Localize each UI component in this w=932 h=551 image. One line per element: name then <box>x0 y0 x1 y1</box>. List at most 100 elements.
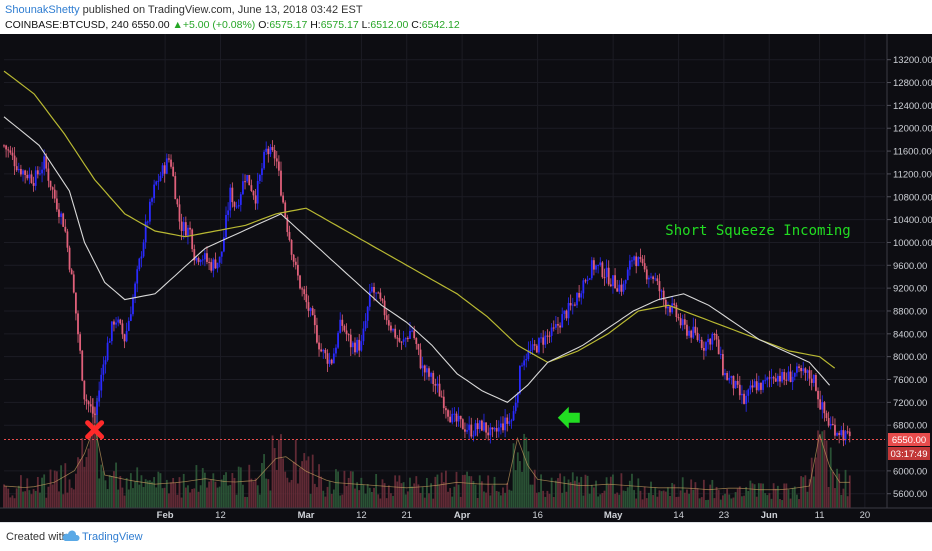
volume-bar <box>81 438 84 508</box>
candle-body <box>148 201 151 222</box>
volume-bar <box>472 481 475 508</box>
candle-body <box>106 342 109 361</box>
candle-body <box>544 335 547 345</box>
candle-body <box>755 381 758 391</box>
candle-body <box>151 198 153 202</box>
candle-body <box>163 165 166 174</box>
volume-bar <box>402 482 405 508</box>
candle-body <box>7 149 10 151</box>
candle-body <box>206 253 208 262</box>
up-triangle-icon: ▲ <box>172 19 183 31</box>
candle-body <box>538 338 540 353</box>
volume-bar <box>609 476 612 508</box>
candle-body <box>472 435 475 437</box>
volume-bar <box>286 477 289 508</box>
countdown-tag <box>888 447 930 460</box>
volume-bar <box>650 481 652 508</box>
candle-body <box>227 210 230 215</box>
volume-bar <box>726 488 729 508</box>
volume-bar <box>586 475 589 508</box>
candle-body <box>392 328 394 331</box>
volume-bar <box>79 458 82 508</box>
candle-body <box>115 322 117 325</box>
candle-body <box>827 418 830 426</box>
volume-bar <box>675 496 678 508</box>
countdown-tag-text: 03:17:49 <box>891 449 928 460</box>
candle-body <box>817 390 819 400</box>
candle-body <box>840 430 843 436</box>
time-tick-label: 20 <box>860 510 871 521</box>
candle-body <box>74 292 77 314</box>
candle-body <box>364 320 367 329</box>
candle-body <box>552 327 555 329</box>
price-tick-label: 7600.00 <box>893 375 927 386</box>
candle-body <box>39 173 41 175</box>
volume-bar <box>734 492 737 508</box>
volume-bar <box>628 480 631 508</box>
volume-bar <box>212 473 215 508</box>
price-chart[interactable]: Short Squeeze Incoming 13200.0012800.001… <box>0 34 932 522</box>
candle-body <box>178 204 181 222</box>
tradingview-brand-link[interactable]: TradingView <box>82 531 143 543</box>
symbol-label[interactable]: COINBASE:BTCUSD, 240 <box>5 19 129 31</box>
candle-body <box>836 432 838 436</box>
candle-body <box>36 170 39 175</box>
volume-bar <box>400 483 403 508</box>
volume-bar <box>631 473 633 508</box>
candle-body <box>297 264 299 276</box>
candle-body <box>599 262 602 266</box>
candle-body <box>326 353 329 364</box>
price-tick-label: 7200.00 <box>893 398 927 409</box>
volume-bar <box>476 497 479 508</box>
candle-body <box>142 242 145 257</box>
volume-bar <box>366 483 369 508</box>
volume-bar <box>459 496 462 508</box>
candle-body <box>60 213 62 217</box>
candle-body <box>322 349 325 352</box>
author-link[interactable]: ShounakShetty <box>5 4 80 16</box>
volume-bar <box>652 495 655 508</box>
candle-body <box>798 366 800 369</box>
volume-bar <box>83 466 86 508</box>
volume-bar <box>800 476 803 508</box>
candle-body <box>705 342 707 351</box>
volume-bar <box>165 479 168 508</box>
volume-bar <box>129 473 132 508</box>
volume-bar <box>233 477 236 508</box>
candle-body <box>550 327 553 336</box>
volume-bar <box>409 477 411 508</box>
volume-bar <box>815 457 817 508</box>
candle-body <box>144 221 147 243</box>
price-tick-label: 10400.00 <box>893 215 932 226</box>
candle-body <box>686 324 688 336</box>
tradingview-cloud-icon[interactable] <box>62 529 80 543</box>
candle-body <box>55 198 58 210</box>
volume-bar <box>626 487 629 508</box>
candle-body <box>275 158 278 162</box>
volume-bar <box>305 460 308 508</box>
candle-body <box>639 257 642 259</box>
candle-body <box>286 217 289 233</box>
volume-bar <box>774 488 777 508</box>
candle-body <box>170 159 172 167</box>
candle-body <box>787 371 790 381</box>
candle-body <box>267 148 270 155</box>
candle-body <box>85 399 88 402</box>
candle-body <box>307 302 310 311</box>
volume-bar <box>434 476 437 508</box>
candle-body <box>341 319 344 326</box>
candle-body <box>347 334 350 336</box>
volume-bar <box>30 494 33 508</box>
volume-bar <box>328 481 331 508</box>
candle-body <box>189 227 191 230</box>
candle-body <box>502 423 504 431</box>
candle-body <box>121 323 124 335</box>
volume-bar <box>559 473 561 508</box>
candle-body <box>303 289 306 295</box>
candle-body <box>842 430 845 441</box>
candle-body <box>45 156 48 169</box>
candle-body <box>508 421 511 424</box>
candle-body <box>64 226 67 232</box>
volume-bar <box>142 487 145 508</box>
volume-bar <box>641 499 644 508</box>
